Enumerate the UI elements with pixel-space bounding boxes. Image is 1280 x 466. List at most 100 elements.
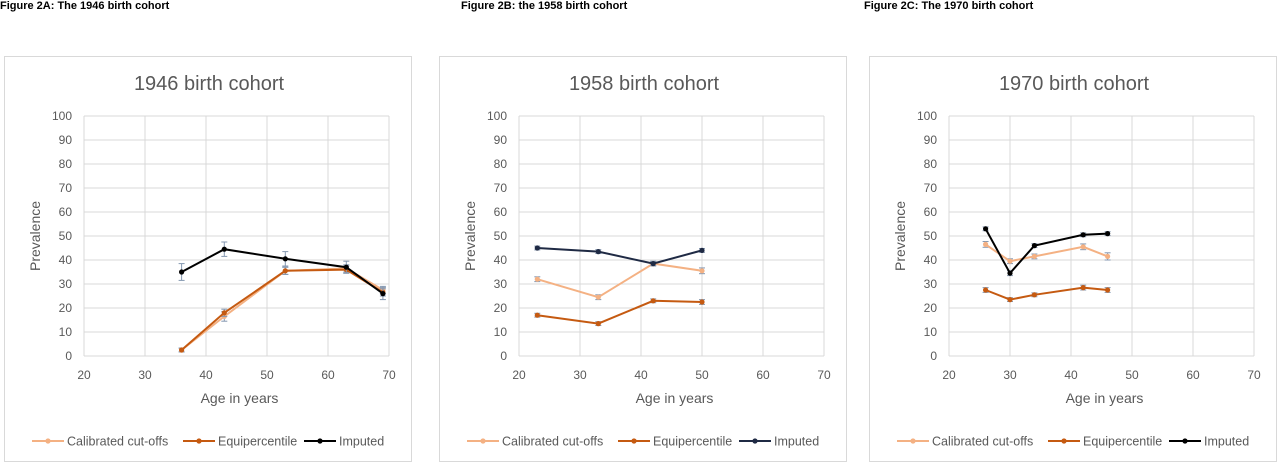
legend-marker-imputed xyxy=(752,438,758,444)
data-point-equipercentile xyxy=(221,310,227,316)
x-tick-label: 30 xyxy=(573,368,587,382)
y-axis-label: Prevalence xyxy=(27,201,43,271)
x-tick-label: 70 xyxy=(817,368,831,382)
data-point-calibrated-cut-offs xyxy=(534,276,540,282)
legend-marker-equipercentile xyxy=(631,438,637,444)
data-point-calibrated-cut-offs xyxy=(1007,258,1013,264)
data-point-imputed xyxy=(179,269,185,275)
data-point-imputed xyxy=(221,246,227,252)
y-tick-label: 0 xyxy=(930,349,937,363)
legend-label-imputed: Imputed xyxy=(774,435,819,449)
data-point-imputed xyxy=(1105,231,1111,237)
series-line-imputed xyxy=(984,228,1108,275)
legend-label-calibrated-cut-offs: Calibrated cut-offs xyxy=(932,435,1033,449)
data-point-calibrated-cut-offs xyxy=(983,241,989,247)
y-axis-label: Prevalence xyxy=(892,201,908,271)
data-point-imputed xyxy=(699,247,705,253)
chart-panel-1958: 1958 birth cohort 0 10 20 30 40 50 60 70 80 90 100 2… xyxy=(439,56,847,462)
y-tick-label: 70 xyxy=(59,181,73,195)
figure-2a-heading: Figure 2A: The 1946 birth cohort xyxy=(0,0,170,12)
chart-panel-1946: 1946 birth cohort 0 10 20 30 40 50 60 70 80 90 100 2… xyxy=(4,56,412,462)
legend-label-calibrated-cut-offs: Calibrated cut-offs xyxy=(67,435,168,449)
data-point-imputed xyxy=(1007,270,1013,276)
data-point-imputed xyxy=(380,291,386,297)
x-tick-label: 20 xyxy=(512,368,526,382)
data-point-calibrated-cut-offs xyxy=(1031,253,1037,259)
data-point-equipercentile xyxy=(282,268,288,274)
y-tick-label: 90 xyxy=(924,133,938,147)
data-point-equipercentile xyxy=(1080,285,1086,291)
x-tick-label: 20 xyxy=(942,368,956,382)
legend-label-calibrated-cut-offs: Calibrated cut-offs xyxy=(502,435,603,449)
chart-title-1958: 1958 birth cohort xyxy=(569,73,720,95)
y-tick-label: 60 xyxy=(494,205,508,219)
legend-marker-imputed xyxy=(317,438,323,444)
data-point-equipercentile xyxy=(595,321,601,327)
data-point-calibrated-cut-offs xyxy=(1080,244,1086,250)
y-tick-label: 50 xyxy=(924,229,938,243)
y-tick-label: 10 xyxy=(59,325,73,339)
legend-label-imputed: Imputed xyxy=(1204,435,1249,449)
legend-marker-imputed xyxy=(1182,438,1188,444)
data-point-equipercentile xyxy=(534,312,540,318)
chart-panel-1970: 1970 birth cohort 0 10 20 30 40 50 60 70 80 90 100 2… xyxy=(869,56,1277,462)
data-point-calibrated-cut-offs xyxy=(1105,253,1111,259)
y-tick-label: 60 xyxy=(59,205,73,219)
x-tick-label: 40 xyxy=(199,368,213,382)
series-line-equipercentile xyxy=(537,299,703,325)
series-line-calibrated-cut-offs xyxy=(985,243,1108,263)
legend-label-equipercentile: Equipercentile xyxy=(218,435,297,449)
data-point-imputed xyxy=(1031,243,1037,249)
y-tick-label: 100 xyxy=(52,109,72,123)
y-tick-label: 90 xyxy=(59,133,73,147)
y-tick-label: 50 xyxy=(59,229,73,243)
x-tick-label: 60 xyxy=(1186,368,1200,382)
y-tick-label: 80 xyxy=(59,157,73,171)
y-tick-label: 90 xyxy=(494,133,508,147)
data-point-calibrated-cut-offs xyxy=(699,268,705,274)
data-point-calibrated-cut-offs xyxy=(595,294,601,300)
y-tick-label: 100 xyxy=(917,109,937,123)
y-tick-label: 40 xyxy=(924,253,938,267)
data-point-equipercentile xyxy=(179,347,185,353)
legend-marker-calibrated-cut-offs xyxy=(480,438,486,444)
series-line-imputed xyxy=(537,247,703,265)
y-tick-label: 80 xyxy=(494,157,508,171)
series-line-calibrated-cut-offs xyxy=(180,267,384,351)
y-tick-label: 20 xyxy=(494,301,508,315)
data-point-equipercentile xyxy=(1105,287,1111,293)
chart-title-1970: 1970 birth cohort xyxy=(999,73,1150,95)
series-line-calibrated-cut-offs xyxy=(537,262,703,299)
x-tick-label: 60 xyxy=(321,368,335,382)
data-point-imputed xyxy=(534,245,540,251)
legend-marker-calibrated-cut-offs xyxy=(45,438,51,444)
x-tick-label: 30 xyxy=(1003,368,1017,382)
y-tick-label: 50 xyxy=(494,229,508,243)
y-tick-label: 40 xyxy=(494,253,508,267)
series-line-imputed xyxy=(181,248,384,295)
y-tick-label: 30 xyxy=(494,277,508,291)
data-point-imputed xyxy=(282,256,288,262)
x-tick-label: 40 xyxy=(1064,368,1078,382)
y-tick-label: 40 xyxy=(59,253,73,267)
x-tick-label: 30 xyxy=(138,368,152,382)
x-tick-label: 70 xyxy=(382,368,396,382)
y-tick-label: 10 xyxy=(494,325,508,339)
legend-marker-equipercentile xyxy=(196,438,202,444)
series-line-equipercentile xyxy=(985,286,1108,301)
series-line-equipercentile xyxy=(180,268,384,351)
legend-label-equipercentile: Equipercentile xyxy=(653,435,732,449)
chart-1946-svg: 1946 birth cohort 0 10 20 30 40 50 60 70 80 90 100 2… xyxy=(27,73,396,449)
x-axis-label: Age in years xyxy=(201,390,279,406)
y-axis-label: Prevalence xyxy=(462,201,478,271)
x-tick-label: 40 xyxy=(634,368,648,382)
x-axis-label: Age in years xyxy=(636,390,714,406)
x-tick-label: 60 xyxy=(756,368,770,382)
x-tick-label: 50 xyxy=(260,368,274,382)
x-tick-label: 50 xyxy=(695,368,709,382)
y-tick-label: 70 xyxy=(494,181,508,195)
data-point-equipercentile xyxy=(983,287,989,293)
data-point-imputed xyxy=(1080,232,1086,238)
legend-label-equipercentile: Equipercentile xyxy=(1083,435,1162,449)
data-point-equipercentile xyxy=(1007,297,1013,303)
